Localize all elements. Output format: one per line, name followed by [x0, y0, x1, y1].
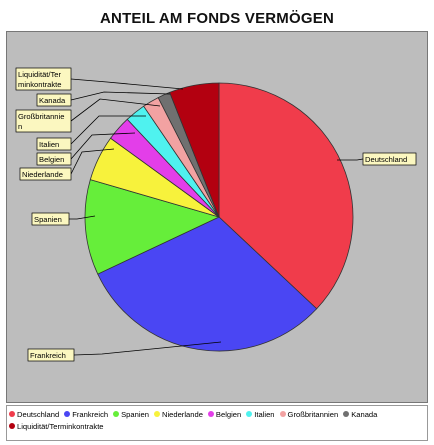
legend-swatch	[343, 411, 350, 417]
legend-swatch	[9, 411, 15, 417]
callout-line	[70, 78, 184, 90]
slice-label: Deutschland	[365, 155, 407, 164]
legend-label: Großbritannien	[287, 410, 339, 419]
pie-chart: Deutschland Frankreich Spanien Niederlande B…	[15, 67, 417, 362]
callout-line	[70, 132, 136, 160]
slice-label: Großbritannie	[18, 112, 64, 121]
legend-item: Deutschland	[9, 409, 59, 421]
callout-line	[337, 158, 364, 161]
callout-box	[36, 93, 72, 107]
legend-item: Italien	[246, 409, 275, 421]
legend-label: Liquidität/Terminkontrakte	[17, 422, 104, 431]
legend-swatch	[9, 423, 15, 429]
callout-box	[15, 109, 72, 133]
callout-box	[19, 167, 72, 181]
pie-slice-liquidit-t-terminkontrakte	[169, 82, 220, 218]
legend-item: Großbritannien	[279, 409, 339, 421]
callout-box	[27, 348, 75, 362]
slice-label: Frankreich	[30, 351, 66, 360]
legend: Deutschland Frankreich Spanien Niederlande B…	[6, 405, 428, 441]
plot-area: Deutschland Frankreich Spanien Niederlande B…	[6, 31, 428, 403]
legend-label: Frankreich	[72, 410, 109, 419]
legend-label: Spanien	[121, 410, 149, 419]
chart-title: ANTEIL AM FONDS VERMÖGEN	[100, 10, 334, 27]
slice-label: Liquidität/Ter	[18, 70, 62, 79]
callout-box	[36, 137, 72, 151]
legend-item: Belgien	[207, 409, 242, 421]
callout-box	[36, 152, 72, 166]
legend-label: Belgien	[215, 410, 242, 419]
legend-swatch	[279, 411, 286, 417]
legend-swatch	[153, 411, 160, 417]
slice-label: n	[18, 122, 22, 131]
pie-slice-deutschland	[218, 82, 354, 310]
slice-label: minkontrakte	[18, 80, 61, 89]
callout-box	[31, 212, 70, 226]
pie-slice-spanien	[84, 179, 221, 275]
legend-label: Kanada	[351, 410, 378, 419]
legend-item: Liquidität/Terminkontrakte	[9, 421, 104, 433]
callout-box	[362, 152, 417, 166]
legend-label: Niederlande	[161, 410, 203, 419]
pie-slice-frankreich	[97, 216, 318, 352]
slice-label: Italien	[39, 140, 59, 149]
legend-item: Kanada	[343, 409, 377, 421]
callout-line	[70, 115, 146, 145]
slice-label: Niederlande	[22, 170, 63, 179]
legend-swatch	[246, 411, 253, 417]
callout-box	[15, 67, 72, 91]
legend-item: Niederlande	[153, 409, 203, 421]
legend-item: Frankreich	[64, 409, 108, 421]
callout-line	[70, 91, 171, 101]
callout-line	[70, 148, 115, 175]
callout-line	[73, 341, 222, 356]
callout-line	[70, 98, 161, 122]
slice-label: Spanien	[34, 215, 62, 224]
legend-swatch	[113, 411, 120, 417]
legend-item: Spanien	[113, 409, 149, 421]
slice-label: Belgien	[39, 155, 64, 164]
legend-swatch	[64, 411, 71, 417]
legend-swatch	[207, 411, 214, 417]
legend-label: Italien	[254, 410, 275, 419]
slice-label: Kanada	[39, 96, 66, 105]
legend-label: Deutschland	[17, 410, 60, 419]
callout-line	[69, 215, 96, 220]
